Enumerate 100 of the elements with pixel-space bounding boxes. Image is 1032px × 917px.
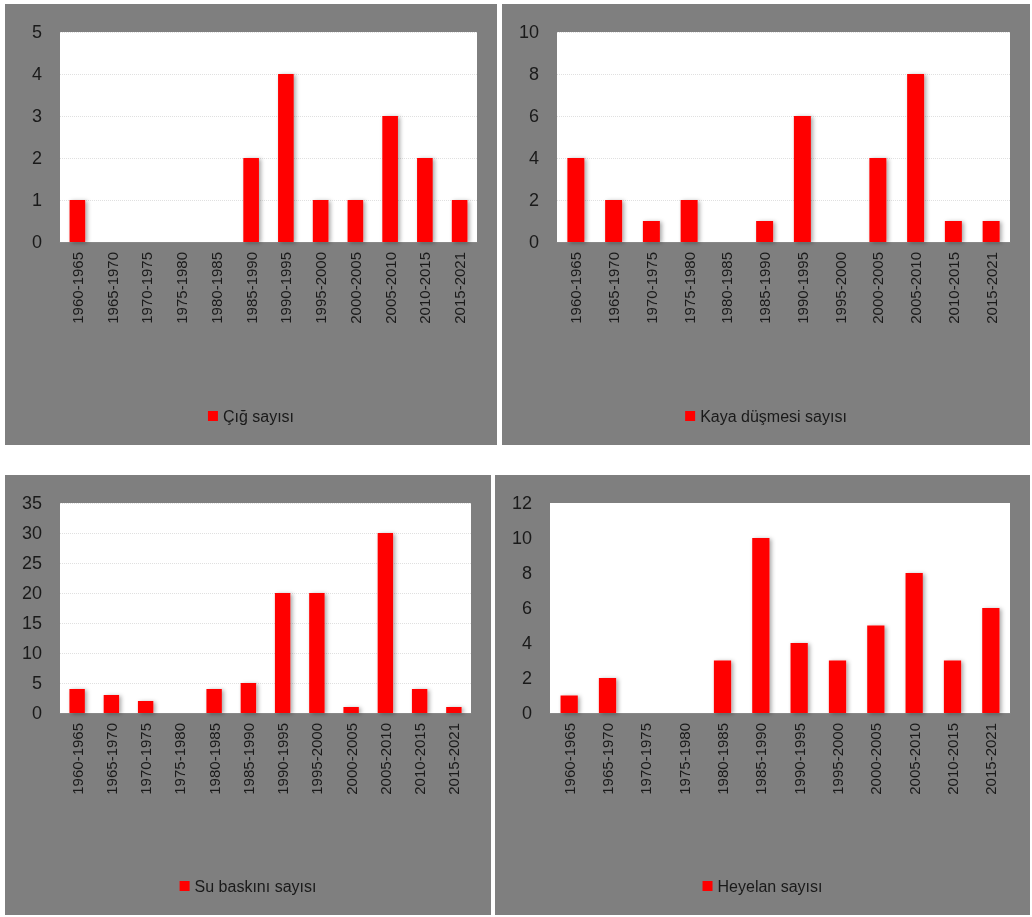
x-tick-label: 1990-1995 <box>274 723 292 795</box>
x-tick-label: 1985-1990 <box>756 252 774 324</box>
bar <box>944 221 962 242</box>
bar <box>206 689 222 713</box>
y-tick-label: 2 <box>31 148 42 168</box>
x-tick-label: 1995-2000 <box>312 252 330 324</box>
x-tick-label: 1995-2000 <box>829 723 846 795</box>
bar <box>867 625 885 713</box>
legend-label: Su baskını sayısı <box>194 877 317 895</box>
y-tick-label: 2 <box>528 190 539 210</box>
x-tick-label: 1985-1990 <box>242 252 260 324</box>
x-tick-label: 2015-2021 <box>982 723 1000 795</box>
bar <box>567 158 585 242</box>
bar <box>417 158 433 242</box>
y-tick-label: 8 <box>521 563 532 583</box>
bar <box>869 158 887 242</box>
y-tick-label: 3 <box>31 106 42 126</box>
legend-label: Çığ sayısı <box>222 407 295 425</box>
legend-label: Heyelan sayısı <box>717 877 823 895</box>
x-tick-label: 1970-1975 <box>637 723 655 795</box>
x-tick-label: 2000-2005 <box>342 723 360 795</box>
x-tick-label: 1980-1985 <box>714 723 731 795</box>
bar <box>943 660 962 713</box>
bar <box>103 695 120 713</box>
x-tick-label: 2010-2015 <box>944 252 962 324</box>
x-tick-label: 1990-1995 <box>790 723 808 795</box>
x-tick-label: 1960-1965 <box>560 723 578 795</box>
bar <box>137 701 154 713</box>
x-tick-label: 2000-2005 <box>346 252 364 324</box>
x-tick-label: 1985-1990 <box>239 723 257 795</box>
bar <box>377 533 394 713</box>
y-tick-label: 2 <box>521 668 532 688</box>
y-tick-label: 20 <box>21 583 42 603</box>
y-tick-label: 30 <box>21 523 42 543</box>
y-tick-label: 6 <box>528 106 539 126</box>
x-tick-label: 1960-1965 <box>68 723 86 795</box>
bar <box>278 74 294 242</box>
x-tick-label: 2015-2021 <box>982 252 1000 324</box>
x-tick-label: 1960-1965 <box>567 252 585 324</box>
x-tick-label: 2010-2015 <box>411 723 429 795</box>
x-tick-label: 1975-1980 <box>171 723 189 795</box>
y-tick-label: 12 <box>511 493 532 513</box>
bar <box>752 538 770 713</box>
y-tick-label: 35 <box>21 493 42 513</box>
bar <box>642 221 660 242</box>
bar <box>243 158 259 242</box>
x-tick-label: 1995-2000 <box>308 723 326 795</box>
y-tick-label: 0 <box>521 703 532 723</box>
y-tick-label: 0 <box>31 232 42 252</box>
y-tick-label: 15 <box>21 613 42 633</box>
x-tick-label: 1970-1975 <box>138 252 156 324</box>
y-tick-label: 8 <box>528 64 539 84</box>
x-tick-label: 1970-1975 <box>642 252 660 324</box>
x-tick-label: 1985-1990 <box>752 723 770 795</box>
x-tick-label: 1960-1965 <box>68 252 86 324</box>
x-tick-label: 1970-1975 <box>137 723 155 795</box>
y-tick-label: 4 <box>31 64 42 84</box>
bar <box>790 643 808 713</box>
x-tick-label: 2000-2005 <box>869 252 887 324</box>
bar <box>560 695 578 713</box>
bar <box>69 689 85 713</box>
bar <box>451 200 468 242</box>
x-tick-label: 1980-1985 <box>205 723 223 795</box>
y-tick-label: 0 <box>31 703 42 723</box>
x-tick-label: 1965-1970 <box>599 723 616 795</box>
x-tick-label: 2010-2015 <box>944 723 961 795</box>
y-tick-label: 6 <box>521 598 532 618</box>
bar <box>905 573 923 713</box>
bar <box>605 200 623 242</box>
bar <box>274 593 291 713</box>
bar <box>69 200 86 242</box>
y-tick-label: 4 <box>528 148 539 168</box>
x-tick-label: 2005-2010 <box>376 723 394 795</box>
x-tick-label: 2015-2021 <box>445 723 463 795</box>
bar <box>982 608 1000 713</box>
x-tick-label: 1965-1970 <box>103 252 121 324</box>
y-tick-label: 5 <box>31 22 42 42</box>
y-tick-label: 4 <box>521 633 532 653</box>
x-tick-label: 1980-1985 <box>718 252 736 324</box>
x-tick-label: 1975-1980 <box>173 252 191 324</box>
x-tick-label: 1990-1995 <box>277 252 295 324</box>
x-tick-label: 1980-1985 <box>207 252 225 324</box>
x-tick-label: 2005-2010 <box>905 723 923 795</box>
x-tick-label: 1965-1970 <box>605 252 623 324</box>
bar <box>382 116 398 242</box>
x-tick-label: 2010-2015 <box>416 252 434 324</box>
x-tick-label: 1990-1995 <box>793 252 811 324</box>
y-tick-label: 5 <box>31 673 42 693</box>
x-tick-label: 1975-1980 <box>675 723 693 795</box>
x-tick-label: 2000-2005 <box>867 723 885 795</box>
bar <box>343 707 359 713</box>
bar <box>309 593 325 713</box>
x-tick-label: 2005-2010 <box>907 252 925 324</box>
bar <box>713 660 732 713</box>
y-tick-label: 10 <box>518 22 539 42</box>
legend-label: Kaya düşmesi sayısı <box>700 407 847 425</box>
y-tick-label: 10 <box>511 528 532 548</box>
bar <box>411 689 428 713</box>
bar <box>312 200 329 242</box>
bar <box>347 200 364 242</box>
